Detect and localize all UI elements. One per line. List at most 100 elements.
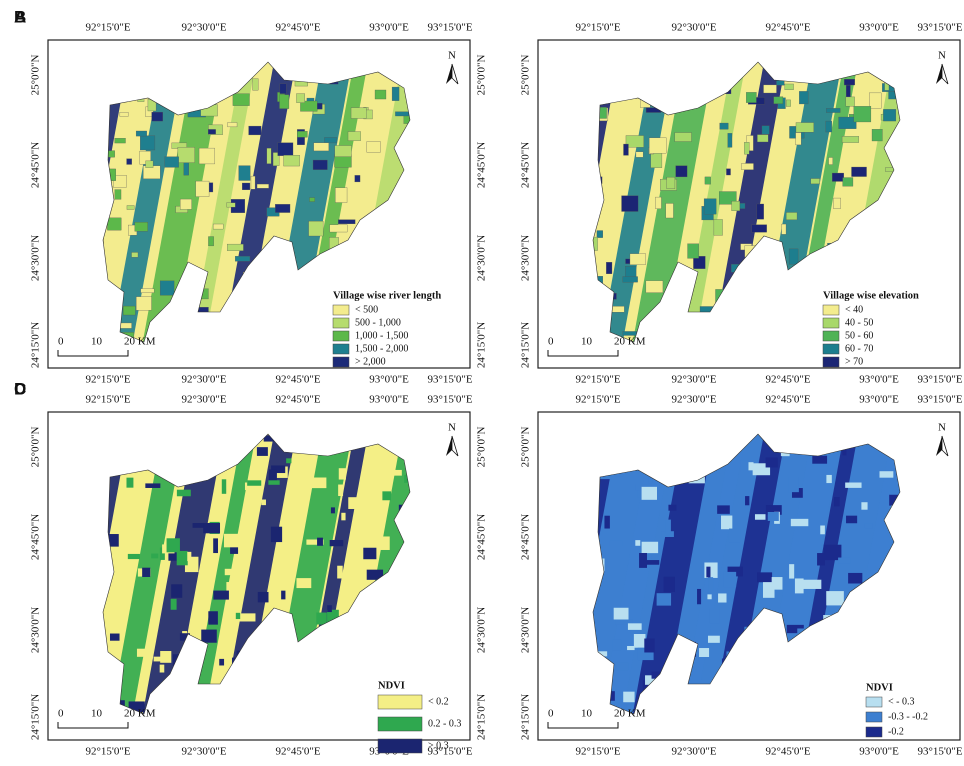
- legend-label: < 40: [845, 304, 863, 315]
- region-patch: [132, 252, 138, 257]
- region-patch: [846, 516, 857, 524]
- region-patch: [409, 451, 417, 461]
- region-patch: [392, 87, 399, 101]
- region-patch: [757, 572, 772, 582]
- region-patch: [126, 478, 133, 488]
- region-patch: [206, 445, 212, 460]
- region-patch: [100, 87, 113, 103]
- longitude-label: 92°30'0"E: [671, 374, 716, 386]
- region-patch: [704, 199, 716, 215]
- region-patch: [860, 646, 865, 652]
- latitude-label: 24°15'0"N: [30, 694, 42, 740]
- region-patch: [354, 688, 368, 701]
- scale-label: 10: [91, 336, 103, 348]
- region-patch: [115, 138, 126, 143]
- region-patch: [296, 578, 311, 588]
- region-patch: [614, 608, 629, 620]
- region-patch: [297, 131, 307, 137]
- region-patch: [845, 483, 861, 488]
- legend-title: NDVI: [378, 680, 405, 691]
- region-patch: [317, 538, 323, 546]
- region-patch: [251, 651, 260, 662]
- region-patch: [826, 591, 844, 605]
- region-patch: [883, 109, 896, 121]
- region-patch: [849, 607, 859, 621]
- region-patch: [740, 203, 745, 208]
- region-patch: [348, 497, 365, 509]
- region-patch: [338, 220, 355, 224]
- region-patch: [647, 76, 654, 82]
- region-patch: [142, 568, 150, 577]
- region-patch: [239, 166, 251, 181]
- region-patch: [648, 474, 652, 483]
- region-patch: [841, 653, 846, 660]
- region-patch: [317, 266, 325, 281]
- region-patch: [812, 456, 827, 464]
- region-patch: [313, 709, 321, 719]
- region-patch: [806, 262, 823, 270]
- region-patch: [646, 108, 661, 113]
- region-patch: [337, 252, 349, 257]
- region-patch: [607, 306, 625, 312]
- region-patch: [884, 196, 889, 206]
- legend-swatch: [333, 344, 349, 354]
- region-patch: [100, 573, 108, 580]
- latitude-label: 25°0'0"N: [476, 427, 488, 468]
- figure: A92°15'0"E92°15'0"E92°30'0"E92°30'0"E92°…: [0, 0, 964, 766]
- region-patch: [236, 651, 242, 666]
- region-patch: [786, 212, 797, 219]
- region-patch: [839, 117, 857, 129]
- region-patch: [196, 181, 209, 197]
- region-patch: [666, 520, 671, 535]
- region-patch: [814, 703, 819, 711]
- longitude-label: 92°15'0"E: [575, 394, 620, 406]
- north-arrow: [446, 64, 452, 84]
- region-patch: [898, 233, 909, 246]
- region-patch: [600, 691, 615, 701]
- region-patch: [136, 131, 147, 136]
- region-patch: [371, 670, 385, 677]
- region-patch: [861, 672, 878, 681]
- region-patch: [141, 64, 155, 78]
- region-patch: [667, 177, 675, 189]
- region-patch: [723, 572, 736, 587]
- region-patch: [765, 321, 779, 337]
- region-patch: [708, 577, 713, 592]
- region-patch: [363, 548, 376, 559]
- region-patch: [102, 129, 108, 137]
- region-patch: [682, 642, 696, 657]
- region-patch: [281, 591, 285, 600]
- region-patch: [714, 219, 723, 235]
- region-patch: [646, 281, 663, 293]
- region-patch: [832, 173, 844, 181]
- north-arrow: [936, 436, 942, 456]
- region-patch: [803, 580, 821, 589]
- region-patch: [289, 661, 299, 672]
- region-patch: [270, 293, 286, 299]
- region-patch: [348, 132, 361, 141]
- region-patch: [124, 432, 132, 444]
- region-patch: [311, 478, 327, 489]
- region-patch: [269, 469, 277, 481]
- region-patch: [367, 142, 381, 152]
- region-patch: [355, 175, 360, 182]
- region-patch: [257, 447, 268, 456]
- region-patch: [627, 646, 635, 650]
- longitude-label: 92°30'0"E: [671, 22, 716, 34]
- region-patch: [596, 559, 604, 572]
- legend-swatch: [378, 695, 422, 709]
- region-patch: [392, 470, 402, 476]
- region-patch: [757, 204, 764, 219]
- region-patch: [763, 85, 776, 93]
- region-patch: [656, 451, 661, 466]
- region-patch: [764, 614, 769, 619]
- region-patch: [603, 78, 620, 88]
- region-patch: [899, 140, 905, 146]
- region-patch: [728, 133, 732, 147]
- region-patch: [195, 307, 208, 319]
- region-patch: [137, 649, 149, 657]
- region-patch: [180, 199, 191, 209]
- region-patch: [826, 475, 831, 483]
- region-patch: [709, 609, 720, 624]
- longitude-label: 93°0'0"E: [859, 746, 899, 758]
